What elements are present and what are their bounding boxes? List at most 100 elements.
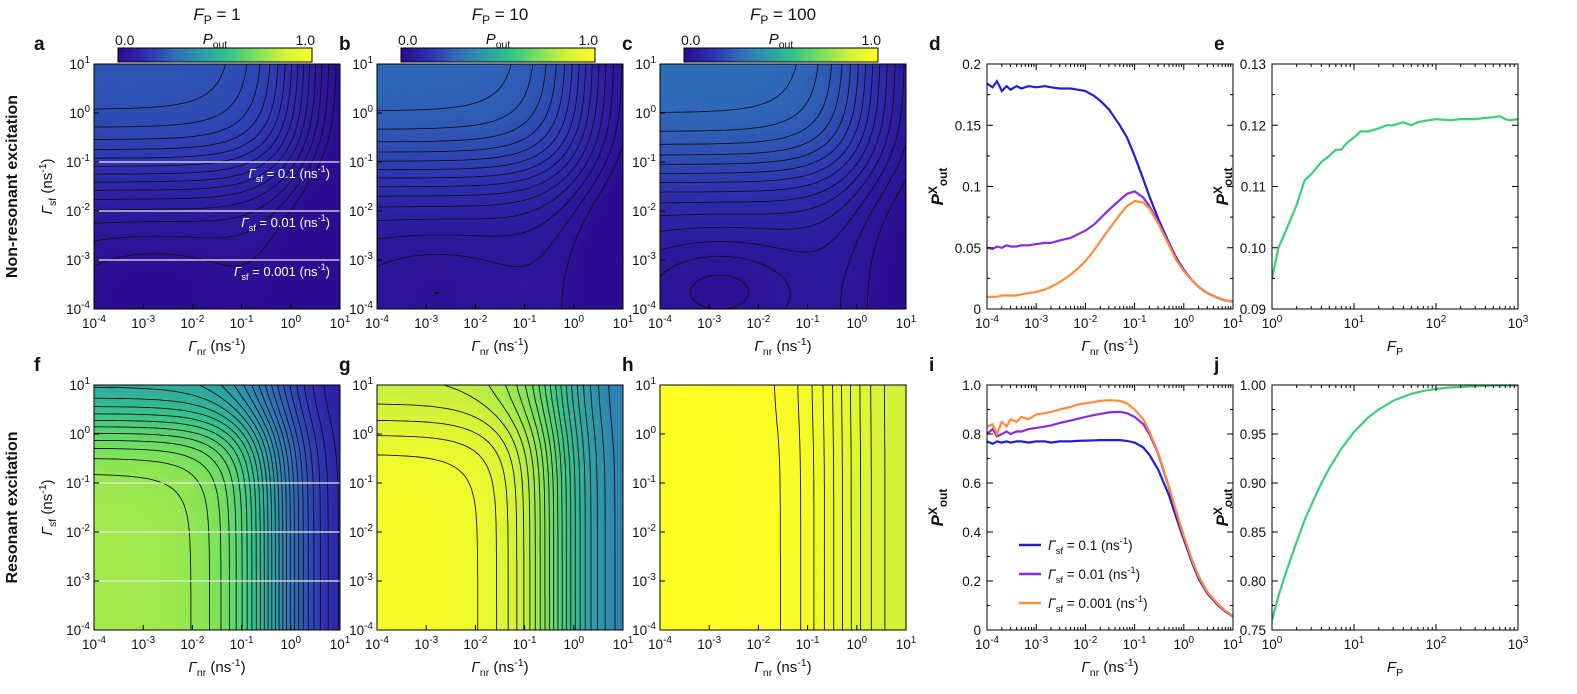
y-tick-label: 10-2 — [349, 202, 373, 219]
row-label-resonant: Resonant excitation — [4, 431, 21, 583]
heatmap-cells — [94, 385, 340, 630]
line-panel-e: 100 101 102 103 0.09 0.10 0.11 0.12 0.13 FP PXout e — [1211, 34, 1529, 358]
x-axis-label: Γnr (ns-1) — [471, 336, 528, 358]
contour-level — [660, 64, 881, 204]
colorbar-2 — [400, 47, 596, 63]
x-tick-label: 10-3 — [414, 314, 438, 331]
colorbar-min-label: 0.0 — [398, 32, 418, 48]
contour-level — [94, 64, 299, 183]
contour-level — [94, 439, 230, 630]
contour-level — [94, 64, 330, 242]
y-tick-label: 0.09 — [1240, 302, 1266, 317]
contour-level — [660, 64, 833, 145]
y-tick-label: 0 — [973, 623, 981, 638]
contour-level — [660, 64, 852, 165]
contour-level — [243, 385, 280, 630]
contour-level — [377, 64, 580, 179]
column-title-3: FP = 100 — [750, 5, 816, 27]
heatmap-cells — [94, 64, 340, 309]
contour-level — [94, 386, 265, 630]
x-tick-label: 10-3 — [697, 635, 721, 652]
heatmap-panel-c: 10-4 10-3 10-2 10-1 100 101 10-4 10-3 10-2 10-1 10… — [622, 34, 917, 358]
plot-frame — [1271, 384, 1519, 631]
x-tick-label: 10-1 — [230, 314, 254, 331]
x-tick-label: 101 — [1223, 314, 1244, 331]
heatmap-panel-f: 10-4 10-3 10-2 10-1 100 101 10-4 10-3 10-2 10-1 10… — [34, 355, 351, 679]
series-line-3 — [987, 200, 1233, 303]
y-tick-label: 101 — [69, 376, 90, 393]
y-tick-label: 10-3 — [632, 251, 656, 268]
contour-level — [94, 64, 311, 200]
contour-level — [660, 64, 859, 174]
y-tick-label: 10-4 — [349, 300, 373, 317]
contour-level — [608, 385, 616, 630]
y-tick-label: 10-4 — [66, 621, 90, 638]
y-tick-label: 10-2 — [632, 202, 656, 219]
heatmap-cells — [660, 64, 906, 309]
x-tick-label: 100 — [1262, 314, 1283, 331]
contour-level — [94, 458, 211, 630]
x-tick-label: 102 — [1426, 314, 1447, 331]
contour-level — [377, 435, 498, 630]
plot-frame — [659, 63, 907, 310]
x-tick-label: 103 — [1508, 635, 1529, 652]
contour-level — [94, 64, 227, 110]
contour-level — [377, 64, 600, 208]
y-tick-label: 0.4 — [962, 525, 981, 540]
y-axis-label: Γsf (ns-1) — [37, 158, 59, 214]
y-tick-label: 10-1 — [632, 474, 656, 491]
contour-level — [94, 64, 337, 267]
x-tick-label: 101 — [1223, 635, 1244, 652]
colorbar-title: Pout — [486, 31, 511, 51]
heatmap-panel-a: Γsf = 0.1 (ns-1) Γsf = 0.01 (ns-1) Γsf = 0… — [34, 34, 351, 358]
contour-level — [296, 385, 315, 630]
colorbar-title: Pout — [769, 31, 794, 51]
contour-lines — [377, 64, 623, 309]
contour-level — [94, 406, 257, 630]
x-tick-label: 101 — [330, 635, 351, 652]
contour-level — [377, 64, 566, 162]
y-tick-label: 100 — [352, 104, 373, 121]
x-tick-label: 101 — [896, 635, 917, 652]
contour-level — [565, 385, 576, 630]
line-panel-j: 100 101 102 103 0.75 0.80 0.85 0.90 0.95 1.00 FP PX… — [1211, 355, 1529, 679]
contour-level — [538, 385, 555, 630]
x-axis-label: Γnr (ns-1) — [754, 336, 811, 358]
contour-level — [377, 64, 587, 188]
series-line-1 — [987, 79, 1233, 303]
column-title-2: FP = 10 — [472, 5, 529, 27]
x-tick-label: 10-1 — [1123, 314, 1147, 331]
contour-level — [841, 385, 843, 630]
x-tick-label: 100 — [281, 635, 302, 652]
x-tick-label: 10-2 — [1073, 635, 1097, 652]
x-tick-label: 101 — [330, 314, 351, 331]
y-tick-label: 100 — [635, 104, 656, 121]
x-tick-label: 101 — [1344, 635, 1365, 652]
x-axis-label: Γnr (ns-1) — [1081, 657, 1138, 679]
x-tick-label: 10-3 — [131, 635, 155, 652]
colorbar-max-label: 1.0 — [862, 32, 882, 48]
x-tick-label: 10-1 — [796, 635, 820, 652]
y-tick-label: 10-2 — [632, 523, 656, 540]
plot-frame — [986, 63, 1234, 310]
contour-level — [94, 64, 248, 128]
x-tick-label: 10-1 — [513, 635, 537, 652]
y-tick-label: 0 — [973, 302, 981, 317]
x-tick-label: 100 — [847, 314, 868, 331]
y-tick-label: 10-4 — [66, 300, 90, 317]
contour-lines — [94, 385, 339, 630]
x-axis-label: FP — [1387, 659, 1403, 679]
contour-level — [258, 385, 288, 630]
contour-level — [660, 64, 896, 232]
y-tick-label: 0.2 — [962, 574, 981, 589]
y-tick-label: 0.05 — [955, 241, 981, 256]
x-tick-label: 10-2 — [1073, 314, 1097, 331]
x-tick-label: 10-2 — [463, 635, 487, 652]
series-line-1 — [1272, 385, 1518, 621]
contour-level — [94, 419, 248, 630]
contour-level — [94, 64, 293, 175]
contour-level — [505, 385, 536, 630]
heatmap-cells — [660, 385, 906, 630]
y-tick-label: 10-2 — [66, 523, 90, 540]
contour-level — [811, 385, 815, 630]
